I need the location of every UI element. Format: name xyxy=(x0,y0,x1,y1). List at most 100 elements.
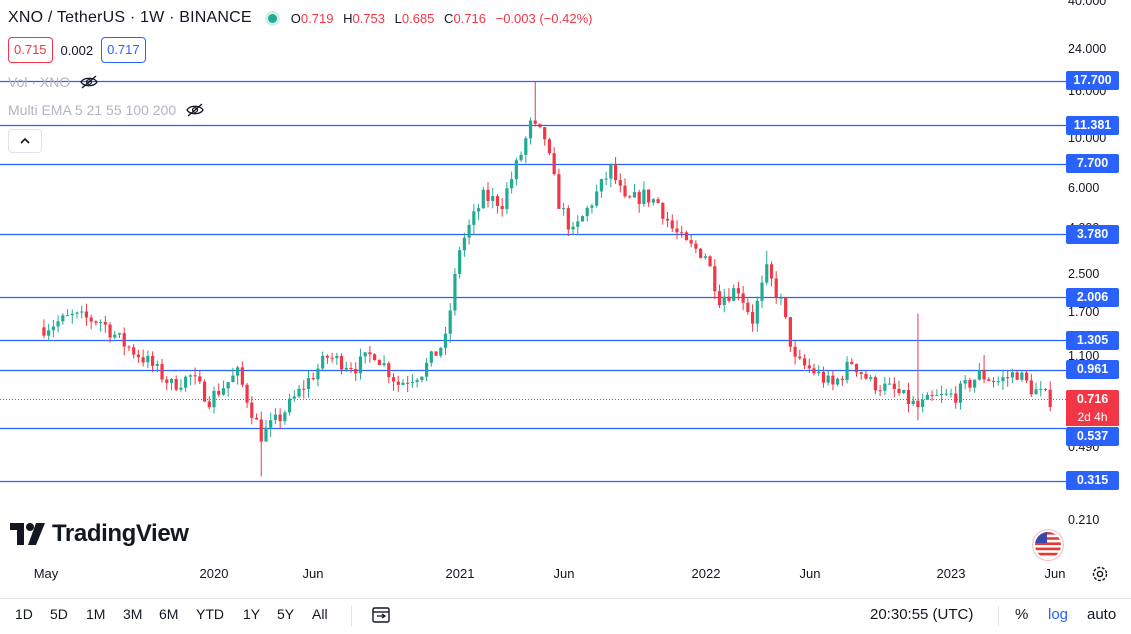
candle-body xyxy=(760,282,764,301)
range-5d-button[interactable]: 5D xyxy=(50,606,68,622)
candle-body xyxy=(453,273,457,311)
sell-price-button[interactable]: 0.715 xyxy=(8,37,53,63)
candle-body xyxy=(65,315,70,317)
level-label: 0.315 xyxy=(1066,471,1119,490)
bottom-toolbar: 1D 5D 1M 3M 6M YTD 1Y 5Y All 20:30:55 (U… xyxy=(0,598,1131,634)
candle-body xyxy=(424,362,429,377)
collapse-legend-button[interactable] xyxy=(8,129,42,153)
ohlc-values: O0.719 H0.753 L0.685 C0.716 −0.003 (−0.4… xyxy=(291,11,593,26)
candle-body xyxy=(817,371,821,374)
date-range-icon[interactable] xyxy=(371,605,391,625)
candle-body xyxy=(1034,389,1038,395)
candle-body xyxy=(651,199,655,203)
range-1d-button[interactable]: 1D xyxy=(15,606,33,622)
candle-body xyxy=(973,379,977,388)
candle-body xyxy=(434,351,438,356)
candle-body xyxy=(363,352,367,357)
candle-body xyxy=(699,248,703,258)
level-label: 1.305 xyxy=(1066,331,1119,350)
candle-body xyxy=(1020,372,1024,380)
candle-body xyxy=(996,381,1000,383)
candle-body xyxy=(505,188,509,210)
candle-body xyxy=(354,369,358,374)
ema-indicator-name[interactable]: Multi EMA 5 21 55 100 200 xyxy=(8,102,177,118)
candle-body xyxy=(613,164,618,181)
range-5y-button[interactable]: 5Y xyxy=(277,606,295,622)
range-ytd-button[interactable]: YTD xyxy=(196,606,224,622)
candle-body xyxy=(793,346,797,357)
candle-body xyxy=(599,179,603,192)
candle-body xyxy=(188,375,192,377)
candle-body xyxy=(462,237,466,251)
candle-body xyxy=(637,192,641,205)
level-label: 11.381 xyxy=(1066,116,1119,135)
us-flag-icon[interactable] xyxy=(1032,529,1064,561)
candle-body xyxy=(373,354,377,361)
candle-body xyxy=(708,256,712,267)
symbol-legend[interactable]: XNO / TetherUS · 1W · BINANCE O0.719 H0.… xyxy=(8,8,592,28)
candle-body xyxy=(916,400,920,408)
candle-body xyxy=(722,296,726,306)
chart-area[interactable] xyxy=(0,0,1131,598)
candle-body xyxy=(193,375,197,377)
candle-body xyxy=(396,381,400,385)
level-label: 0.961 xyxy=(1066,360,1119,379)
candle-body xyxy=(349,367,353,370)
range-1y-button[interactable]: 1Y xyxy=(243,606,261,622)
candle-body xyxy=(675,228,679,233)
candle-body xyxy=(642,189,646,205)
auto-scale-button[interactable]: auto xyxy=(1087,606,1117,623)
buy-price-button[interactable]: 0.717 xyxy=(101,37,146,63)
symbol-title[interactable]: XNO / TetherUS · 1W · BINANCE xyxy=(8,9,252,26)
percent-scale-button[interactable]: % xyxy=(1015,606,1029,623)
candle-body xyxy=(165,379,169,383)
low-label: L xyxy=(394,10,402,26)
open-value: 0.719 xyxy=(300,10,334,26)
candle-body xyxy=(439,347,443,356)
ema-indicator-legend[interactable]: Multi EMA 5 21 55 100 200 xyxy=(8,102,204,118)
price-chart[interactable] xyxy=(0,0,1131,598)
candle-body xyxy=(75,312,79,314)
chevron-up-icon xyxy=(20,137,30,144)
range-1m-button[interactable]: 1M xyxy=(86,606,106,622)
candle-body xyxy=(836,378,840,385)
range-all-button[interactable]: All xyxy=(312,606,328,622)
candle-body xyxy=(486,189,490,201)
tradingview-logo[interactable]: TradingView xyxy=(10,520,189,548)
hidden-eye-icon[interactable] xyxy=(186,103,204,117)
candle-body xyxy=(831,375,835,385)
candle-body xyxy=(136,354,141,358)
range-3m-button[interactable]: 3M xyxy=(123,606,143,622)
candle-body xyxy=(741,293,745,303)
candle-body xyxy=(377,360,381,366)
settings-gear-icon[interactable] xyxy=(1091,565,1109,583)
candle-body xyxy=(944,393,948,395)
candle-body xyxy=(476,208,481,212)
candle-body xyxy=(869,377,873,379)
candle-body xyxy=(184,376,188,388)
market-status-icon[interactable] xyxy=(267,13,277,23)
log-scale-button[interactable]: log xyxy=(1048,606,1069,623)
volume-indicator-name[interactable]: Vol · XNO xyxy=(8,74,71,90)
level-label: 2.006 xyxy=(1066,288,1119,307)
candle-body xyxy=(684,232,689,241)
volume-indicator-legend[interactable]: Vol · XNO xyxy=(8,74,99,90)
candle-body xyxy=(84,311,89,318)
range-6m-button[interactable]: 6M xyxy=(159,606,179,622)
candle-body xyxy=(273,414,278,421)
hidden-eye-icon[interactable] xyxy=(80,75,99,89)
candle-body xyxy=(864,373,868,379)
utc-clock[interactable]: 20:30:55 (UTC) xyxy=(870,606,974,623)
candle-body xyxy=(533,120,537,124)
candle-body xyxy=(845,361,849,380)
candle-body xyxy=(160,364,164,380)
high-label: H xyxy=(343,10,353,26)
candle-body xyxy=(647,189,651,203)
candle-body xyxy=(311,378,315,380)
candle-body xyxy=(812,368,816,374)
candle-body xyxy=(415,380,419,382)
candle-body xyxy=(429,351,433,363)
candle-body xyxy=(70,313,74,316)
candle-body xyxy=(878,390,882,392)
candle-body xyxy=(628,196,632,198)
